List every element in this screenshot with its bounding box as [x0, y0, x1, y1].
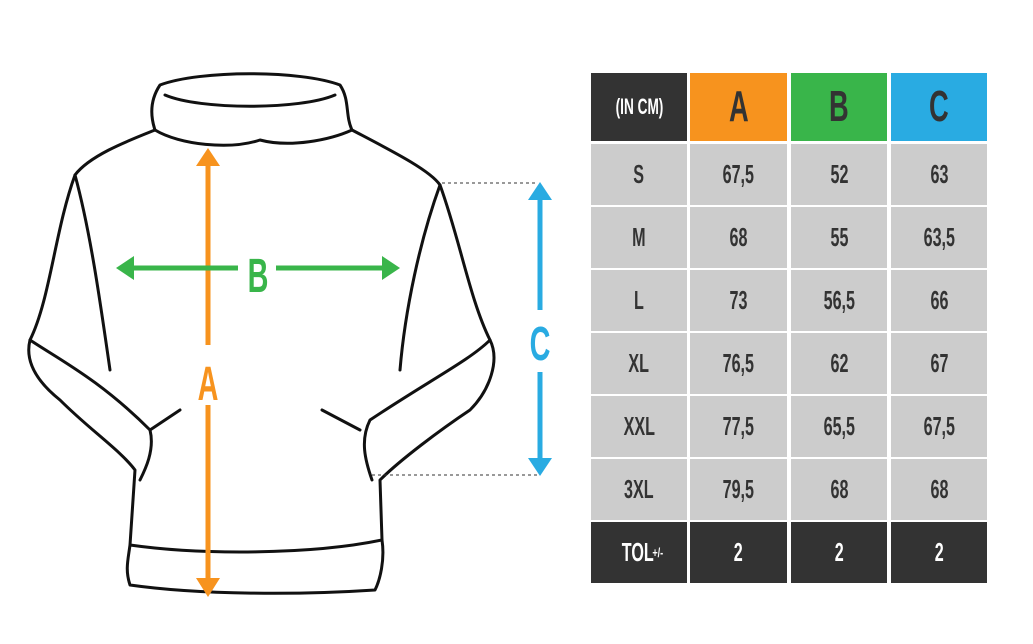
measurement-cell: 67,5 [891, 396, 987, 457]
column-header-b-text: B [829, 82, 849, 131]
measurement-cell-text: 68 [830, 474, 848, 504]
column-header-a: A [690, 73, 787, 141]
measurement-cell: 76,5 [690, 333, 787, 394]
measurement-cell-text: 63 [930, 159, 948, 189]
measurement-cell-text: 73 [729, 285, 748, 315]
tolerance-value-text: 2 [834, 537, 844, 567]
column-header-a-text: A [728, 82, 749, 131]
measurement-cell-text: 56,5 [823, 285, 855, 315]
dimension-c-guides [372, 182, 538, 476]
measurement-cell-text: 79,5 [722, 474, 755, 504]
column-header-c: C [891, 73, 987, 141]
measurement-cell: 63,5 [891, 207, 987, 268]
tolerance-label-text: TOL [622, 537, 655, 567]
measurement-cell: 65,5 [791, 396, 887, 457]
measurement-cell: 68 [690, 207, 787, 268]
measurement-cell-text: 66 [930, 285, 948, 315]
measurement-cell: 56,5 [791, 270, 887, 331]
dimension-a-arrow [196, 148, 220, 597]
measurement-cell-text: 65,5 [823, 411, 855, 441]
unit-header-text: (IN CM) [615, 94, 663, 119]
size-label-text: S [633, 159, 645, 189]
measurement-cell-text: 67,5 [923, 411, 955, 441]
tolerance-value-text: 2 [734, 537, 743, 567]
tolerance-value: 2 [891, 522, 987, 583]
dimension-c-label: C [530, 318, 551, 371]
size-label: 3XL [591, 459, 687, 520]
measurement-cell-text: 68 [729, 222, 748, 252]
measurement-cell: 63 [891, 144, 987, 205]
measurement-cell: 67 [891, 333, 987, 394]
dimension-c-arrow [528, 182, 552, 476]
size-label-text: M [632, 222, 646, 252]
measurement-cell-text: 76,5 [722, 348, 755, 378]
column-header-b: B [791, 73, 887, 141]
measurement-cell-text: 67 [930, 348, 948, 378]
measurement-cell: 68 [791, 459, 887, 520]
dimension-a-label: A [198, 358, 219, 411]
tolerance-label: TOL +/- [591, 522, 687, 583]
dimension-b-label: B [248, 250, 269, 303]
measurement-cell: 55 [791, 207, 887, 268]
measurement-cell-text: 67,5 [722, 159, 755, 189]
size-label-text: XXL [623, 411, 655, 441]
measurement-cell: 52 [791, 144, 887, 205]
dimension-b-arrow [116, 256, 400, 280]
measurement-cell: 62 [791, 333, 887, 394]
hoodie-outline [27, 72, 496, 595]
tolerance-value: 2 [791, 522, 887, 583]
measurement-cell: 79,5 [690, 459, 787, 520]
size-label-text: 3XL [624, 474, 654, 504]
column-header-c-text: C [929, 82, 949, 131]
size-label: S [591, 144, 687, 205]
size-label: L [591, 270, 687, 331]
size-label: M [591, 207, 687, 268]
measurement-cell-text: 63,5 [923, 222, 955, 252]
measurement-cell: 67,5 [690, 144, 787, 205]
size-label: XL [591, 333, 687, 394]
measurement-cell: 73 [690, 270, 787, 331]
measurement-cell-text: 77,5 [722, 411, 755, 441]
tolerance-suffix: +/- [652, 545, 664, 560]
tolerance-value-text: 2 [934, 537, 944, 567]
size-label: XXL [591, 396, 687, 457]
measurement-cell-text: 55 [830, 222, 848, 252]
size-label-text: XL [628, 348, 650, 378]
measurement-cell-text: 68 [930, 474, 948, 504]
measurement-cell: 77,5 [690, 396, 787, 457]
measurement-cell-text: 62 [830, 348, 848, 378]
measurement-cell-text: 52 [830, 159, 848, 189]
measurement-cell: 66 [891, 270, 987, 331]
tolerance-value: 2 [690, 522, 787, 583]
size-label-text: L [634, 285, 644, 315]
unit-header: (IN CM) [591, 73, 687, 141]
measurement-cell: 68 [891, 459, 987, 520]
